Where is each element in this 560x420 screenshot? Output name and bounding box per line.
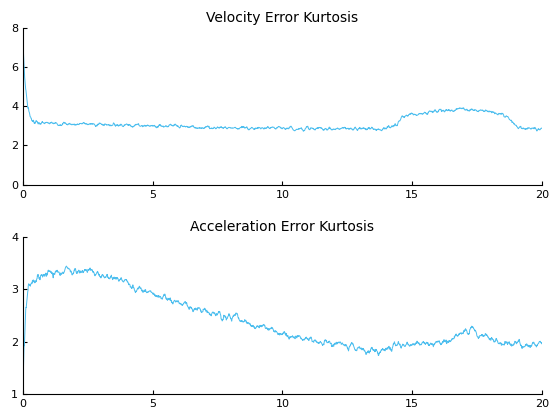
- Title: Acceleration Error Kurtosis: Acceleration Error Kurtosis: [190, 220, 375, 234]
- Title: Velocity Error Kurtosis: Velocity Error Kurtosis: [207, 11, 358, 25]
